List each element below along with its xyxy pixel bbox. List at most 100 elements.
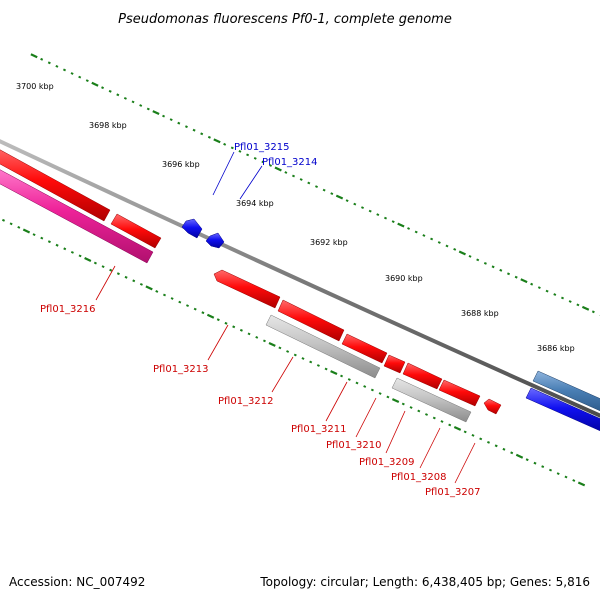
minor-tick	[368, 209, 372, 213]
minor-tick	[378, 392, 382, 395]
gene-label-pfl01-3210[interactable]: Pfl01_3210	[326, 440, 382, 451]
minor-tick	[169, 118, 173, 122]
minor-tick	[414, 230, 418, 234]
minor-tick	[269, 164, 273, 167]
minor-tick	[170, 297, 174, 300]
minor-tick	[448, 423, 452, 427]
minor-tick	[533, 461, 537, 465]
minor-tick	[253, 156, 257, 160]
minor-tick	[246, 153, 250, 157]
minor-tick	[556, 472, 560, 476]
gene-label-pfl01-3213[interactable]: Pfl01_3213	[153, 364, 209, 375]
gene-feature-pfl01-3212[interactable]	[265, 314, 381, 379]
minor-tick	[78, 75, 82, 79]
minor-tick	[407, 227, 411, 230]
gene-feature-pfl01-3215[interactable]	[181, 218, 203, 239]
tick-marks	[1, 53, 600, 487]
kbp-label-3696: 3696 kbp	[162, 160, 200, 169]
minor-tick	[162, 293, 167, 297]
minor-tick	[309, 360, 313, 364]
minor-tick	[55, 243, 59, 247]
minor-tick	[483, 261, 487, 265]
major-tick	[91, 81, 99, 87]
gene-feature-pfl01-3209[interactable]	[402, 362, 443, 390]
minor-tick	[123, 96, 127, 100]
gene-feature-pfl01-3208-gray[interactable]	[391, 377, 472, 423]
gene-feature-pfl01-3208-red[interactable]	[438, 379, 481, 407]
minor-tick	[101, 265, 105, 269]
minor-tick	[345, 199, 349, 203]
minor-tick	[502, 447, 506, 451]
minor-tick	[440, 420, 444, 423]
minor-tick	[139, 282, 143, 286]
major-tick	[84, 257, 92, 262]
gene-feature-pfl01-3211[interactable]	[341, 333, 388, 364]
major-tick	[581, 305, 590, 311]
gene-feature-pfl01-3207[interactable]	[483, 398, 502, 415]
minor-tick	[116, 272, 120, 276]
kbp-label-3686: 3686 kbp	[537, 344, 575, 353]
minor-tick	[184, 125, 188, 129]
minor-tick	[591, 310, 595, 314]
kbp-label-3694: 3694 kbp	[236, 199, 274, 208]
gene-feature-steel-right[interactable]	[532, 370, 600, 413]
gene-feature-pfl01-3213[interactable]	[213, 269, 281, 309]
major-tick	[397, 222, 405, 228]
minor-tick	[386, 395, 390, 399]
topology-text: Topology: circular; Length: 6,438,405 bp…	[259, 575, 590, 589]
minor-tick	[124, 275, 128, 279]
minor-tick	[55, 64, 59, 68]
minor-tick	[301, 357, 305, 360]
minor-tick	[70, 250, 74, 254]
gene-label-pfl01-3216[interactable]: Pfl01_3216	[40, 304, 96, 315]
minor-tick	[360, 206, 365, 210]
minor-tick	[139, 104, 143, 107]
minor-tick	[553, 293, 557, 296]
gene-feature-pfl01-3214[interactable]	[205, 232, 225, 249]
gene-label-pfl01-3214[interactable]: Pfl01_3214	[262, 157, 318, 168]
minor-tick	[353, 202, 357, 206]
gene-feature-pfl01-3210[interactable]	[383, 354, 406, 374]
minor-tick	[93, 261, 97, 265]
minor-tick	[572, 479, 576, 482]
minor-tick	[162, 114, 166, 118]
gene-feature-pfl01-3216[interactable]	[0, 167, 154, 264]
gene-label-pfl01-3208[interactable]: Pfl01_3208	[391, 472, 447, 483]
minor-tick	[47, 240, 51, 244]
major-tick	[458, 250, 466, 256]
minor-tick	[548, 468, 553, 472]
gene-label-pfl01-3209[interactable]: Pfl01_3209	[359, 457, 415, 468]
minor-tick	[487, 440, 490, 444]
major-tick	[213, 138, 221, 144]
gene-label-pfl01-3212[interactable]: Pfl01_3212	[218, 396, 274, 407]
kbp-label-3692: 3692 kbp	[310, 238, 348, 247]
gene-feature-red-top-left[interactable]	[0, 147, 111, 222]
minor-tick	[445, 244, 449, 248]
minor-tick	[232, 325, 236, 329]
minor-tick	[401, 402, 405, 406]
gene-feature-red-mid[interactable]	[277, 299, 345, 342]
gene-label-pfl01-3207[interactable]: Pfl01_3207	[425, 487, 481, 498]
minor-tick	[391, 220, 395, 224]
minor-tick	[324, 367, 328, 371]
gene-label-pfl01-3215[interactable]: Pfl01_3215	[234, 142, 290, 153]
minor-tick	[430, 237, 434, 241]
minor-tick	[424, 413, 429, 416]
leader-lines	[95, 151, 476, 484]
minor-tick	[17, 225, 21, 229]
minor-tick	[432, 416, 436, 420]
kbp-label-3700: 3700 kbp	[16, 82, 54, 91]
minor-tick	[541, 465, 545, 469]
gene-feature-blue-right[interactable]	[525, 387, 600, 433]
minor-tick	[47, 61, 51, 65]
minor-tick	[564, 475, 568, 479]
gene-feature-red-small-left[interactable]	[110, 213, 162, 249]
minor-tick	[383, 216, 388, 220]
minor-tick	[216, 318, 220, 322]
minor-tick	[476, 258, 480, 262]
map-title: Pseudomonas fluorescens Pf0-1, complete …	[118, 12, 452, 27]
gene-label-pfl01-3211[interactable]: Pfl01_3211	[291, 424, 347, 435]
minor-tick	[363, 385, 367, 388]
major-tick	[577, 481, 586, 487]
